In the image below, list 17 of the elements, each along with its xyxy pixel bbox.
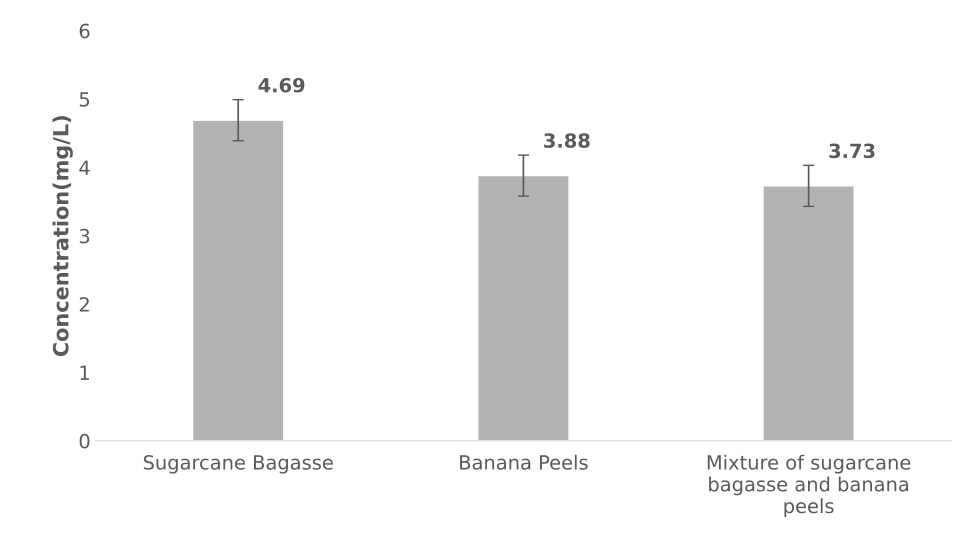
y-axis-title: Concentration(mg/L) [52, 116, 73, 356]
y-tick-label: 6 [80, 24, 90, 38]
y-tick-label: 1 [80, 366, 89, 380]
bar [477, 174, 570, 441]
bar [192, 120, 285, 441]
data-label: 3.88 [544, 133, 590, 148]
y-tick-label: 5 [80, 92, 90, 107]
bar [762, 185, 855, 441]
y-tick-label: 3 [80, 228, 90, 244]
y-tick-label: 0 [80, 434, 90, 448]
x-tick-label: Sugarcane Bagasse [144, 455, 333, 474]
data-label: 4.69 [258, 78, 304, 93]
y-tick-label: 4 [79, 160, 90, 175]
x-tick-label: Mixture of sugarcane bagasse and banana peels [708, 454, 910, 518]
x-tick-label: Banana Peels [460, 454, 588, 470]
data-label: 3.73 [829, 143, 874, 158]
y-tick-label: 2 [80, 297, 89, 312]
